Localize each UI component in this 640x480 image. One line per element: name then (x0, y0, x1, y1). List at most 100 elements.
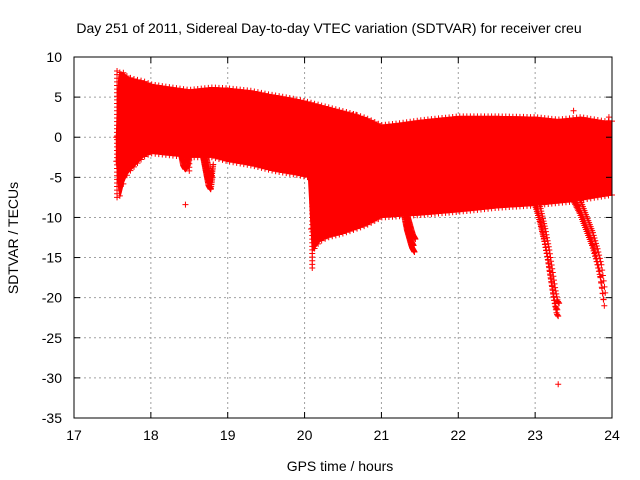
data-point (584, 115, 591, 122)
data-point (590, 232, 597, 239)
data-point (134, 160, 141, 167)
data-point (219, 156, 226, 163)
data-point (602, 289, 609, 296)
data-point (556, 300, 563, 307)
data-point (553, 293, 560, 300)
data-point (272, 92, 279, 99)
x-axis-title: GPS time / hours (287, 458, 394, 474)
data-point (127, 167, 134, 174)
data-point (279, 169, 286, 176)
data-point (543, 250, 550, 257)
data-point (545, 240, 552, 247)
data-point (553, 305, 560, 312)
data-point (593, 243, 600, 250)
y-tick-label: -10 (42, 209, 62, 225)
data-point (276, 93, 283, 100)
data-point (315, 240, 322, 247)
data-point (209, 174, 216, 181)
y-tick-label: -30 (42, 370, 62, 386)
data-point (590, 244, 597, 251)
data-point (283, 170, 290, 177)
data-point (540, 218, 547, 225)
data-point (593, 240, 600, 247)
data-point (311, 100, 318, 107)
data-layer (113, 68, 615, 388)
data-point (598, 278, 605, 285)
data-point (258, 89, 265, 96)
data-point (332, 232, 339, 239)
data-point (325, 234, 332, 241)
data-point (251, 163, 258, 170)
data-point (553, 290, 560, 297)
y-tick-label: -5 (50, 169, 63, 185)
data-point (591, 116, 598, 123)
data-point (589, 229, 596, 236)
data-point (596, 268, 603, 275)
data-point (210, 161, 217, 168)
data-point (591, 194, 598, 201)
data-point (597, 273, 604, 280)
x-tick-label: 23 (527, 427, 543, 443)
data-point (598, 117, 605, 124)
data-point (536, 217, 543, 224)
data-point (584, 196, 591, 203)
data-point (336, 107, 343, 114)
data-point (546, 250, 553, 257)
data-point (537, 205, 544, 212)
data-point (286, 95, 293, 102)
data-point (308, 226, 315, 233)
data-point (594, 245, 601, 252)
data-point (591, 249, 598, 256)
data-point (591, 235, 598, 242)
data-point (120, 180, 127, 187)
data-point (587, 195, 594, 202)
data-point (599, 272, 606, 279)
data-point (226, 158, 233, 165)
data-point (549, 265, 556, 272)
data-point (589, 241, 596, 248)
data-point (538, 224, 545, 231)
data-point (304, 98, 311, 105)
plot-border (73, 56, 613, 419)
data-point (141, 78, 148, 85)
data-point (361, 223, 368, 230)
data-point (542, 225, 549, 232)
data-point (212, 155, 219, 162)
data-point (368, 219, 375, 226)
data-point (364, 221, 371, 228)
outlier-point (555, 381, 562, 388)
data-point (343, 109, 350, 116)
data-point (548, 262, 555, 269)
data-point (371, 217, 378, 224)
data-point (598, 193, 605, 200)
data-point (148, 81, 155, 88)
data-point (357, 224, 364, 231)
data-point (544, 237, 551, 244)
data-point (286, 170, 293, 177)
y-tick-label: -15 (42, 250, 62, 266)
x-tick-label: 21 (374, 427, 390, 443)
data-point (536, 214, 543, 221)
data-point (329, 233, 336, 240)
data-point (539, 213, 546, 220)
data-point (130, 75, 137, 82)
data-point (265, 91, 272, 98)
y-tick-label: -20 (42, 290, 62, 306)
data-point (283, 94, 290, 101)
data-point (410, 242, 417, 249)
data-point (114, 68, 121, 75)
data-point (371, 119, 378, 126)
data-point (350, 226, 357, 233)
data-point (350, 111, 357, 118)
data-point (596, 252, 603, 259)
data-point (269, 91, 276, 98)
data-point (332, 106, 339, 113)
outlier-point (182, 201, 189, 208)
data-point (325, 104, 332, 111)
data-point (155, 82, 162, 89)
data-point (304, 174, 311, 181)
data-point (240, 161, 247, 168)
data-point (309, 174, 316, 181)
data-point (550, 273, 557, 280)
y-tick-label: -35 (42, 410, 62, 426)
